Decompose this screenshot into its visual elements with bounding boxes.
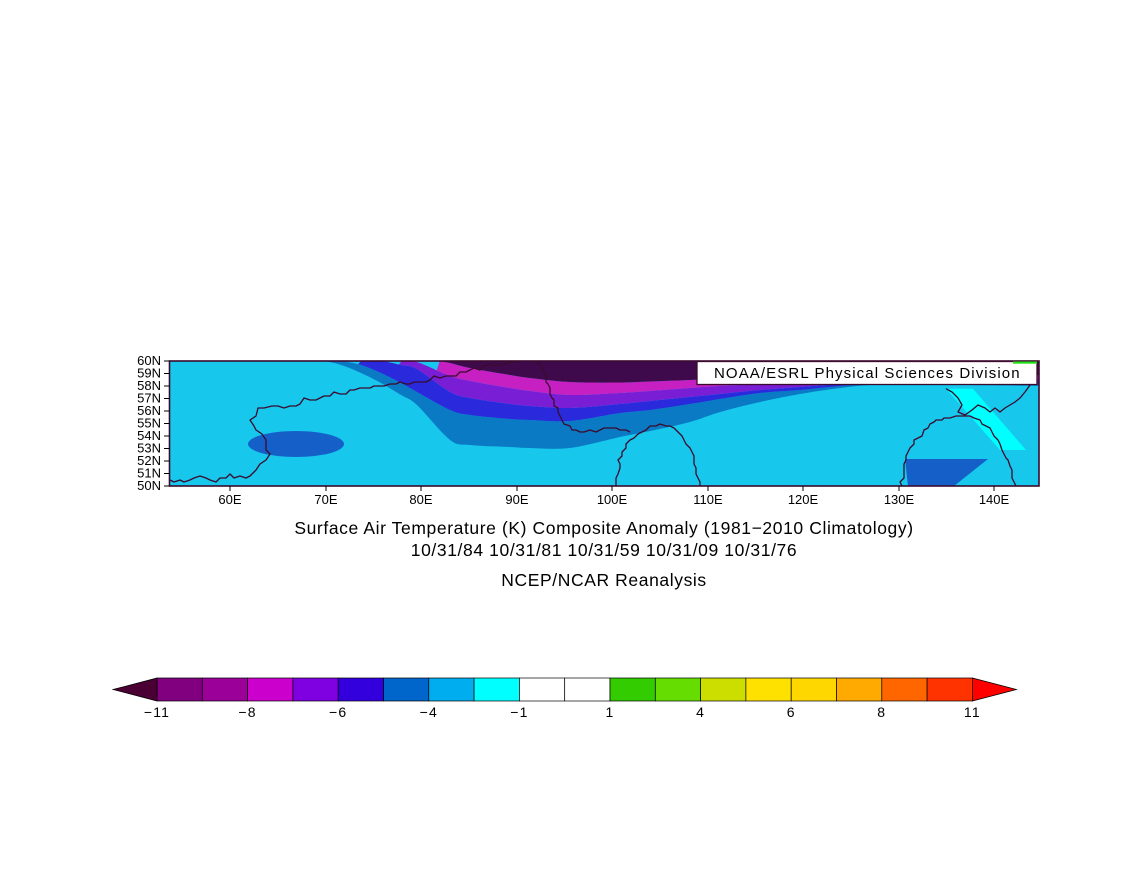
svg-text:10/31/84 10/31/81 10/31/59 10/: 10/31/84 10/31/81 10/31/59 10/31/09 10/3… <box>411 540 797 560</box>
svg-text:Surface Air Temperature (K) Co: Surface Air Temperature (K) Composite An… <box>294 518 913 538</box>
svg-text:NCEP/NCAR Reanalysis: NCEP/NCAR Reanalysis <box>501 570 707 590</box>
